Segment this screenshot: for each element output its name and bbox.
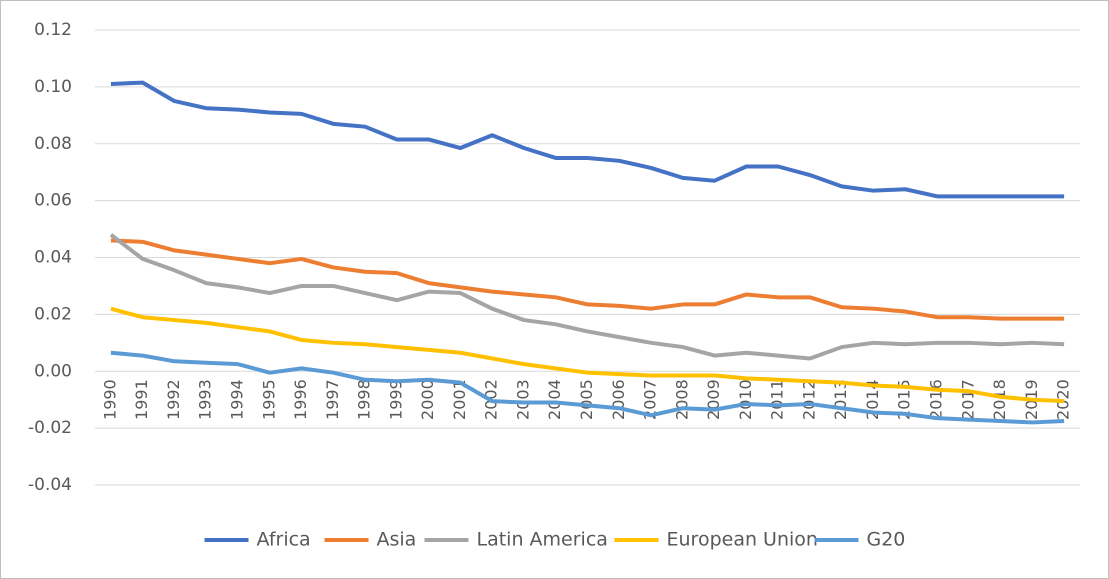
legend-label: Asia: [377, 529, 417, 551]
y-tick-label: -0.02: [28, 418, 72, 438]
x-tick-label: 1994: [227, 379, 246, 420]
y-tick-label: 0.00: [34, 361, 72, 381]
x-tick-label: 2018: [990, 379, 1009, 420]
x-tick-label: 1998: [355, 379, 374, 420]
x-tick-label: 2013: [831, 379, 850, 420]
x-tick-label: 1995: [259, 379, 278, 420]
x-tick-label: 2004: [545, 379, 564, 420]
legend-label: Latin America: [477, 529, 608, 551]
legend-label: European Union: [667, 529, 818, 551]
series-line: [110, 306, 1065, 404]
y-tick-label: 0.08: [34, 134, 72, 154]
x-tick-label: 2009: [704, 379, 723, 420]
x-tick-label: 2017: [958, 379, 977, 420]
x-tick-label: 2000: [418, 379, 437, 420]
x-tick-label: 1996: [291, 379, 310, 420]
x-tick-label: 2003: [513, 379, 532, 420]
series-line: [110, 238, 1065, 321]
x-tick-label: 2016: [927, 379, 946, 420]
x-tick-label: 2015: [895, 379, 914, 420]
legend-label: G20: [867, 529, 906, 551]
series-line: [110, 350, 1065, 425]
y-tick-label: -0.04: [28, 475, 72, 495]
legend-label: Africa: [257, 529, 311, 551]
x-tick-label: 1991: [132, 379, 151, 420]
x-tick-label: 2007: [641, 379, 660, 420]
x-tick-label: 1999: [386, 379, 405, 420]
x-tick-label: 2006: [609, 379, 628, 420]
x-tick-label: 2008: [672, 379, 691, 420]
x-tick-label: 2001: [450, 379, 469, 420]
y-tick-label: 0.10: [34, 77, 72, 97]
x-tick-label: 1992: [164, 379, 183, 420]
x-tick-label: 2005: [577, 379, 596, 420]
x-tick-label: 2010: [736, 379, 755, 420]
x-tick-label: 2012: [799, 379, 818, 420]
series-line: [109, 233, 1065, 361]
y-tick-label: 0.02: [34, 304, 72, 324]
series-line: [110, 80, 1065, 199]
y-tick-label: 0.12: [34, 20, 72, 40]
x-tick-label: 1997: [323, 379, 342, 420]
x-tick-label: 1993: [196, 379, 215, 420]
x-tick-label: 1990: [100, 379, 119, 420]
y-tick-label: 0.04: [34, 248, 72, 268]
y-tick-label: 0.06: [34, 191, 72, 211]
x-tick-label: 2011: [768, 379, 787, 420]
